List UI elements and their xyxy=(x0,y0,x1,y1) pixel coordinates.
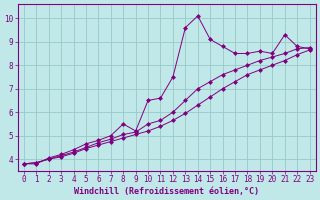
X-axis label: Windchill (Refroidissement éolien,°C): Windchill (Refroidissement éolien,°C) xyxy=(74,187,259,196)
